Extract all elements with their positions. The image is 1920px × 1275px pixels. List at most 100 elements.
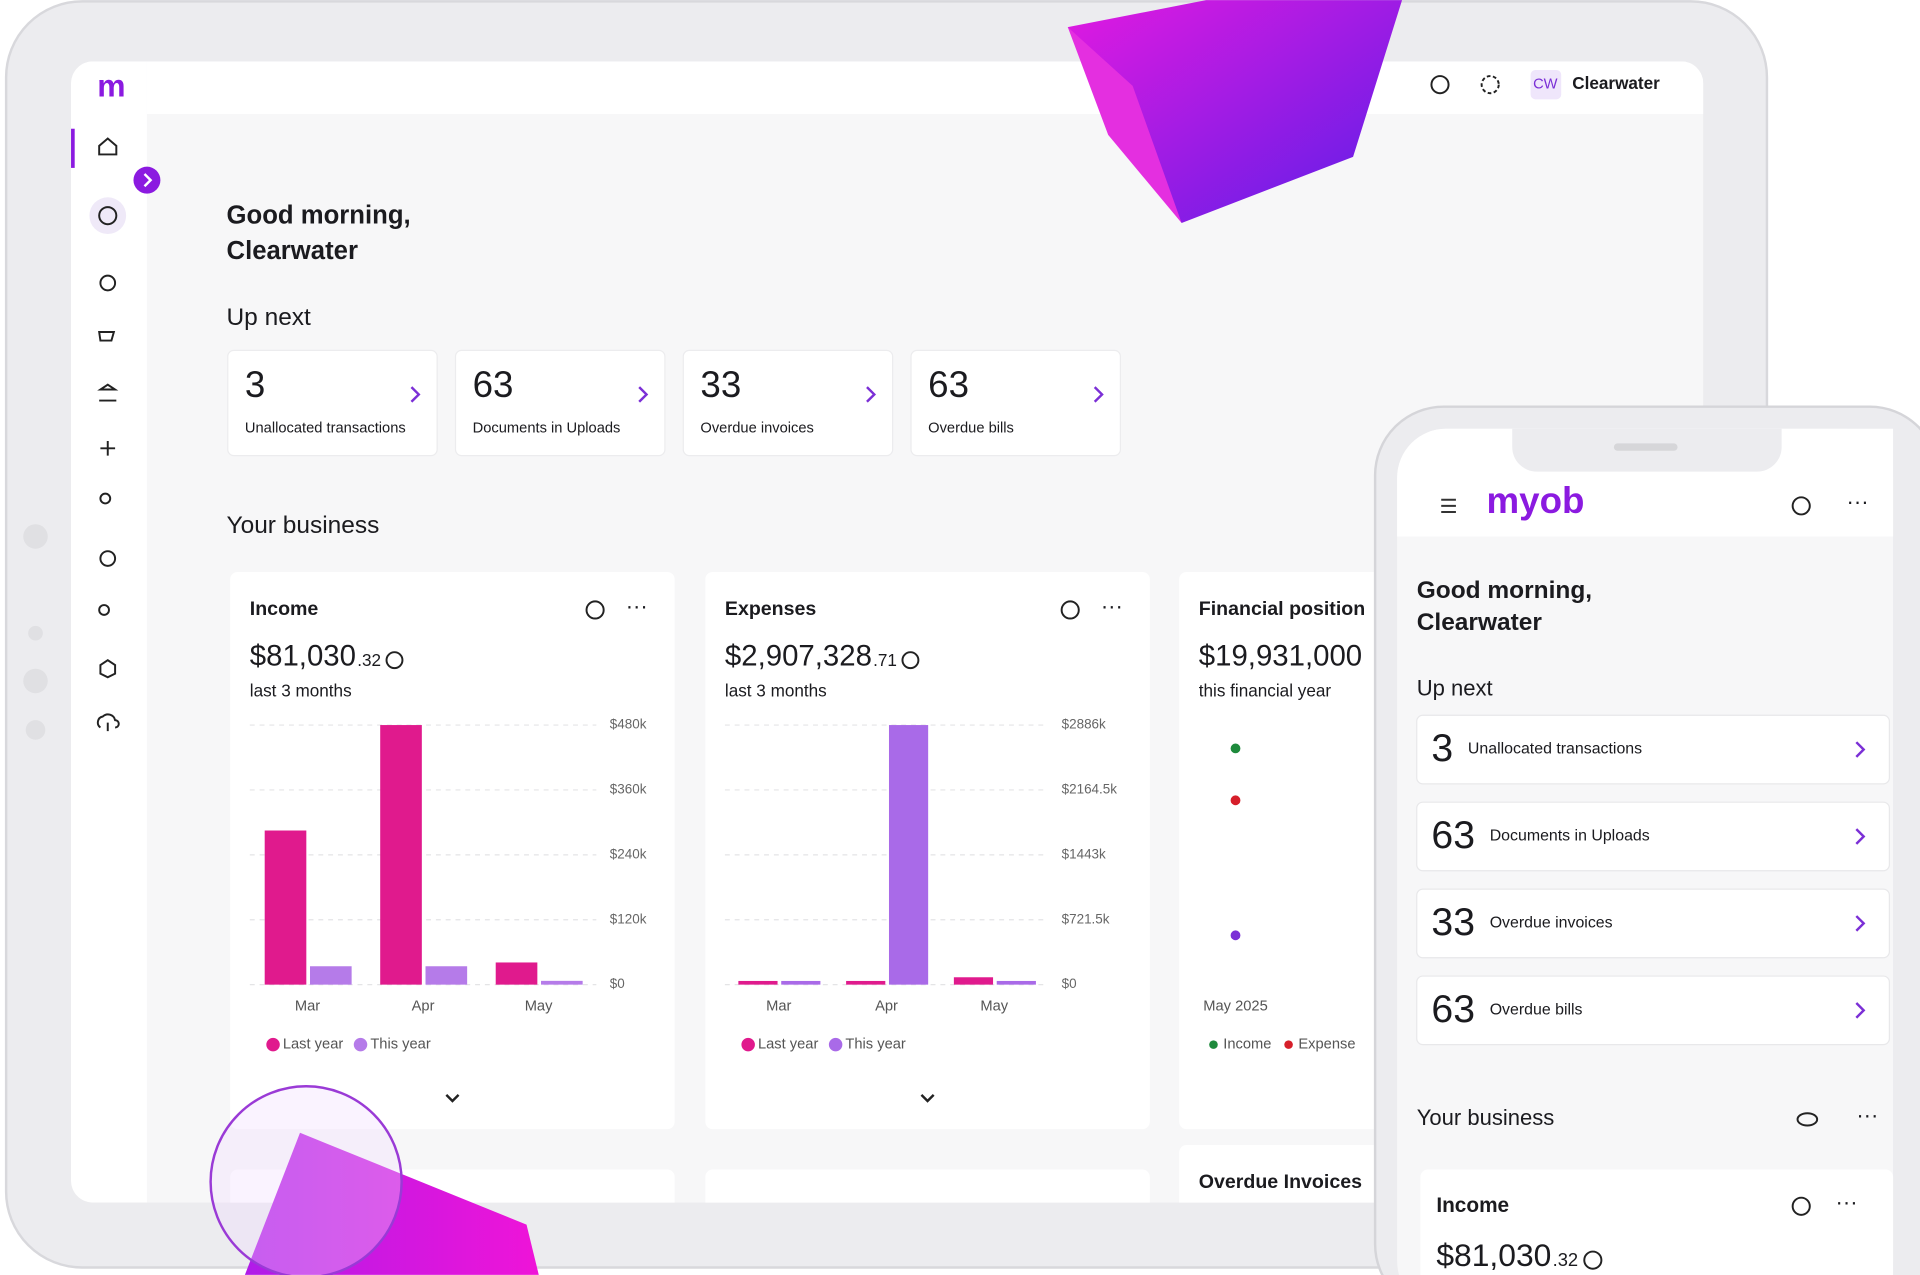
decoration [244, 1132, 539, 1275]
decoration [209, 1085, 403, 1275]
chevron[interactable] [1855, 1002, 1866, 1019]
nav-icons [96, 274, 120, 732]
settings-icon[interactable] [1480, 75, 1500, 95]
info-icon[interactable] [901, 651, 920, 670]
legend-label: Income [1223, 1037, 1271, 1053]
y-tick-label: $120k [610, 911, 647, 926]
eye-icon[interactable] [1796, 1112, 1819, 1127]
chevron[interactable] [410, 386, 421, 403]
count: 33 [1431, 901, 1475, 944]
x-tick-label: May [980, 999, 1008, 1015]
logo: m [97, 68, 125, 104]
help-icon[interactable] [1430, 75, 1450, 95]
up-next-card[interactable] [454, 349, 666, 457]
label: Overdue bills [1490, 1002, 1583, 1019]
greeting: Clearwater [1417, 609, 1543, 636]
info-icon[interactable] [1583, 1250, 1603, 1270]
expand-button[interactable] [133, 166, 161, 194]
help-icon[interactable] [1791, 496, 1811, 516]
info-icon[interactable] [385, 651, 404, 670]
greeting: Good morning, [227, 202, 411, 230]
x-tick-label: Mar [295, 999, 320, 1015]
add-icon[interactable] [1791, 1196, 1811, 1216]
amount: $2,907,328 [725, 639, 872, 672]
nav-home[interactable] [98, 137, 118, 156]
bar [738, 980, 778, 985]
bar [495, 962, 538, 985]
add-icon[interactable] [585, 600, 605, 620]
up-next-card[interactable] [1416, 801, 1890, 872]
amount: $81,030 [250, 639, 356, 672]
nav-accounting[interactable] [100, 440, 116, 456]
more-icon[interactable]: ··· [1856, 1103, 1878, 1128]
y-tick-label: $2886k [1062, 717, 1106, 732]
section-title: Your business [227, 512, 380, 539]
chevron[interactable] [638, 386, 649, 403]
bar [425, 966, 468, 985]
chevron[interactable] [1855, 828, 1866, 845]
up-next-card[interactable] [227, 349, 438, 457]
chart-title: Expenses [725, 598, 817, 620]
nav-sales[interactable] [99, 274, 117, 292]
menu-icon[interactable] [1441, 498, 1456, 513]
card-title: Income [1436, 1194, 1509, 1217]
label: Overdue bills [928, 421, 1014, 437]
bar [264, 830, 307, 985]
up-next-card[interactable] [1416, 888, 1890, 959]
more-icon[interactable]: ··· [626, 593, 648, 618]
legend-label: This year [370, 1037, 431, 1053]
amount-cents: .32 [1553, 1249, 1579, 1270]
expand-chevron[interactable] [920, 1093, 935, 1103]
y-tick-label: $0 [1062, 976, 1077, 991]
nav-create[interactable] [98, 206, 118, 226]
up-next-card[interactable] [1416, 975, 1890, 1046]
nav-upload[interactable] [96, 713, 120, 732]
x-tick-label: Apr [412, 999, 435, 1015]
bar [310, 966, 352, 985]
up-next-card[interactable] [910, 349, 1122, 457]
bar [541, 980, 583, 985]
chevron[interactable] [1855, 915, 1866, 932]
period: this financial year [1199, 681, 1332, 701]
chevron[interactable] [1093, 386, 1104, 403]
top-bar [146, 61, 1704, 115]
speaker [1613, 443, 1678, 451]
x-tick-label: Apr [875, 999, 898, 1015]
nav-inventory[interactable] [99, 658, 117, 679]
more-icon[interactable]: ··· [1101, 593, 1123, 618]
avatar-initials: CW [1533, 77, 1558, 93]
chevron[interactable] [866, 386, 877, 403]
legend-swatch [1209, 1040, 1218, 1049]
bar [380, 725, 422, 985]
add-icon[interactable] [1060, 600, 1080, 620]
label: Overdue invoices [1490, 915, 1613, 932]
phone: myob ··· Good morning, Clearwater Up nex… [1373, 405, 1920, 1275]
nav-purchases[interactable] [98, 331, 116, 342]
bar [953, 977, 994, 985]
label: Overdue invoices [700, 421, 813, 437]
avatar[interactable] [1530, 69, 1562, 100]
label: Documents in Uploads [473, 421, 621, 437]
more-icon[interactable]: ··· [1836, 1190, 1858, 1215]
count: 3 [245, 364, 265, 405]
up-next-card[interactable] [682, 349, 894, 457]
nav-reports[interactable] [99, 550, 117, 567]
active-indicator [71, 128, 75, 168]
expand-chevron [143, 173, 153, 188]
legend-label: Expense [1298, 1037, 1355, 1053]
user-name[interactable]: Clearwater [1572, 73, 1660, 93]
chevron[interactable] [1855, 741, 1866, 758]
expand-chevron[interactable] [445, 1093, 460, 1103]
count: 33 [700, 364, 741, 405]
section-title: Your business [1417, 1105, 1555, 1130]
legend-swatch [1284, 1040, 1293, 1049]
up-next-card[interactable] [1416, 714, 1890, 785]
chart-card [230, 571, 675, 1130]
count: 63 [1431, 988, 1475, 1031]
more-icon[interactable]: ··· [1847, 489, 1869, 514]
bar [781, 980, 821, 985]
nav-contacts[interactable] [98, 604, 110, 616]
tablet-button [23, 524, 48, 549]
nav-banking[interactable] [97, 383, 119, 402]
nav-payroll[interactable] [99, 492, 112, 505]
